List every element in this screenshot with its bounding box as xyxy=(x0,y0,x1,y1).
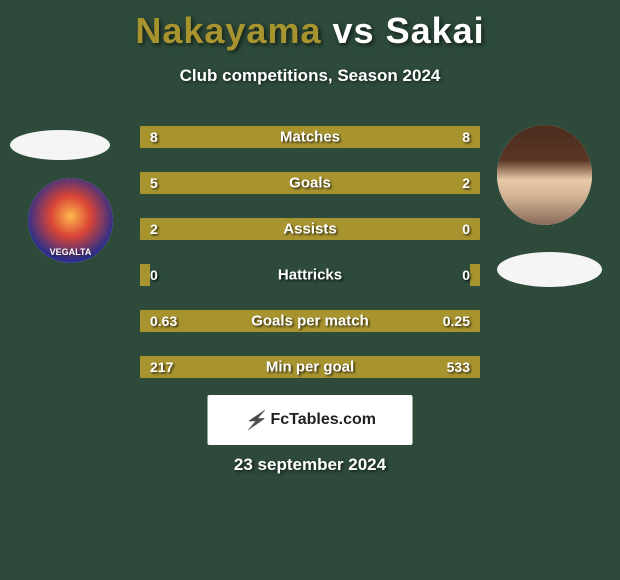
stat-right-value: 0 xyxy=(462,267,470,283)
stat-row: Goals per match 0.63 0.25 xyxy=(140,310,480,332)
player2-team-badge xyxy=(497,252,602,287)
stat-right-value: 8 xyxy=(462,129,470,145)
comparison-title: Nakayama vs Sakai xyxy=(0,0,620,52)
player2-name: Sakai xyxy=(386,10,485,51)
bar-left-fill xyxy=(140,264,150,286)
player1-team-badge: VEGALTA xyxy=(28,178,113,263)
team-badge-label: VEGALTA xyxy=(50,247,92,257)
stat-right-value: 0 xyxy=(462,221,470,237)
stat-left-value: 0 xyxy=(150,267,158,283)
attribution-box: ⚡ FcTables.com xyxy=(208,395,413,445)
stat-label: Goals xyxy=(289,175,331,192)
stat-left-value: 2 xyxy=(150,221,158,237)
player1-name: Nakayama xyxy=(135,10,321,51)
bar-right-fill xyxy=(470,264,480,286)
player-face-icon xyxy=(497,125,592,225)
player1-avatar xyxy=(10,130,110,160)
stat-label: Min per goal xyxy=(266,359,354,376)
vs-text: vs xyxy=(333,10,375,51)
stat-label: Goals per match xyxy=(251,313,369,330)
stat-row: Assists 2 0 xyxy=(140,218,480,240)
stat-left-value: 5 xyxy=(150,175,158,191)
stat-right-value: 533 xyxy=(447,359,470,375)
stat-label: Matches xyxy=(280,129,340,146)
stat-row: Matches 8 8 xyxy=(140,126,480,148)
attribution-text: FcTables.com xyxy=(270,411,376,429)
stat-left-value: 217 xyxy=(150,359,173,375)
stat-row: Goals 5 2 xyxy=(140,172,480,194)
player2-avatar xyxy=(497,125,592,225)
stat-right-value: 2 xyxy=(462,175,470,191)
stat-row: Hattricks 0 0 xyxy=(140,264,480,286)
stat-row: Min per goal 217 533 xyxy=(140,356,480,378)
stat-label: Hattricks xyxy=(278,267,342,284)
snapshot-date: 23 september 2024 xyxy=(234,455,386,475)
fctables-icon: ⚡ xyxy=(244,410,266,431)
stat-left-value: 0.63 xyxy=(150,313,177,329)
stat-right-value: 0.25 xyxy=(443,313,470,329)
team-badge-icon: VEGALTA xyxy=(28,178,113,263)
stats-bars: Matches 8 8 Goals 5 2 Assists 2 0 Hattricks 0 0 Goal… xyxy=(140,126,480,402)
stat-left-value: 8 xyxy=(150,129,158,145)
subtitle: Club competitions, Season 2024 xyxy=(0,66,620,86)
stat-label: Assists xyxy=(283,221,336,238)
